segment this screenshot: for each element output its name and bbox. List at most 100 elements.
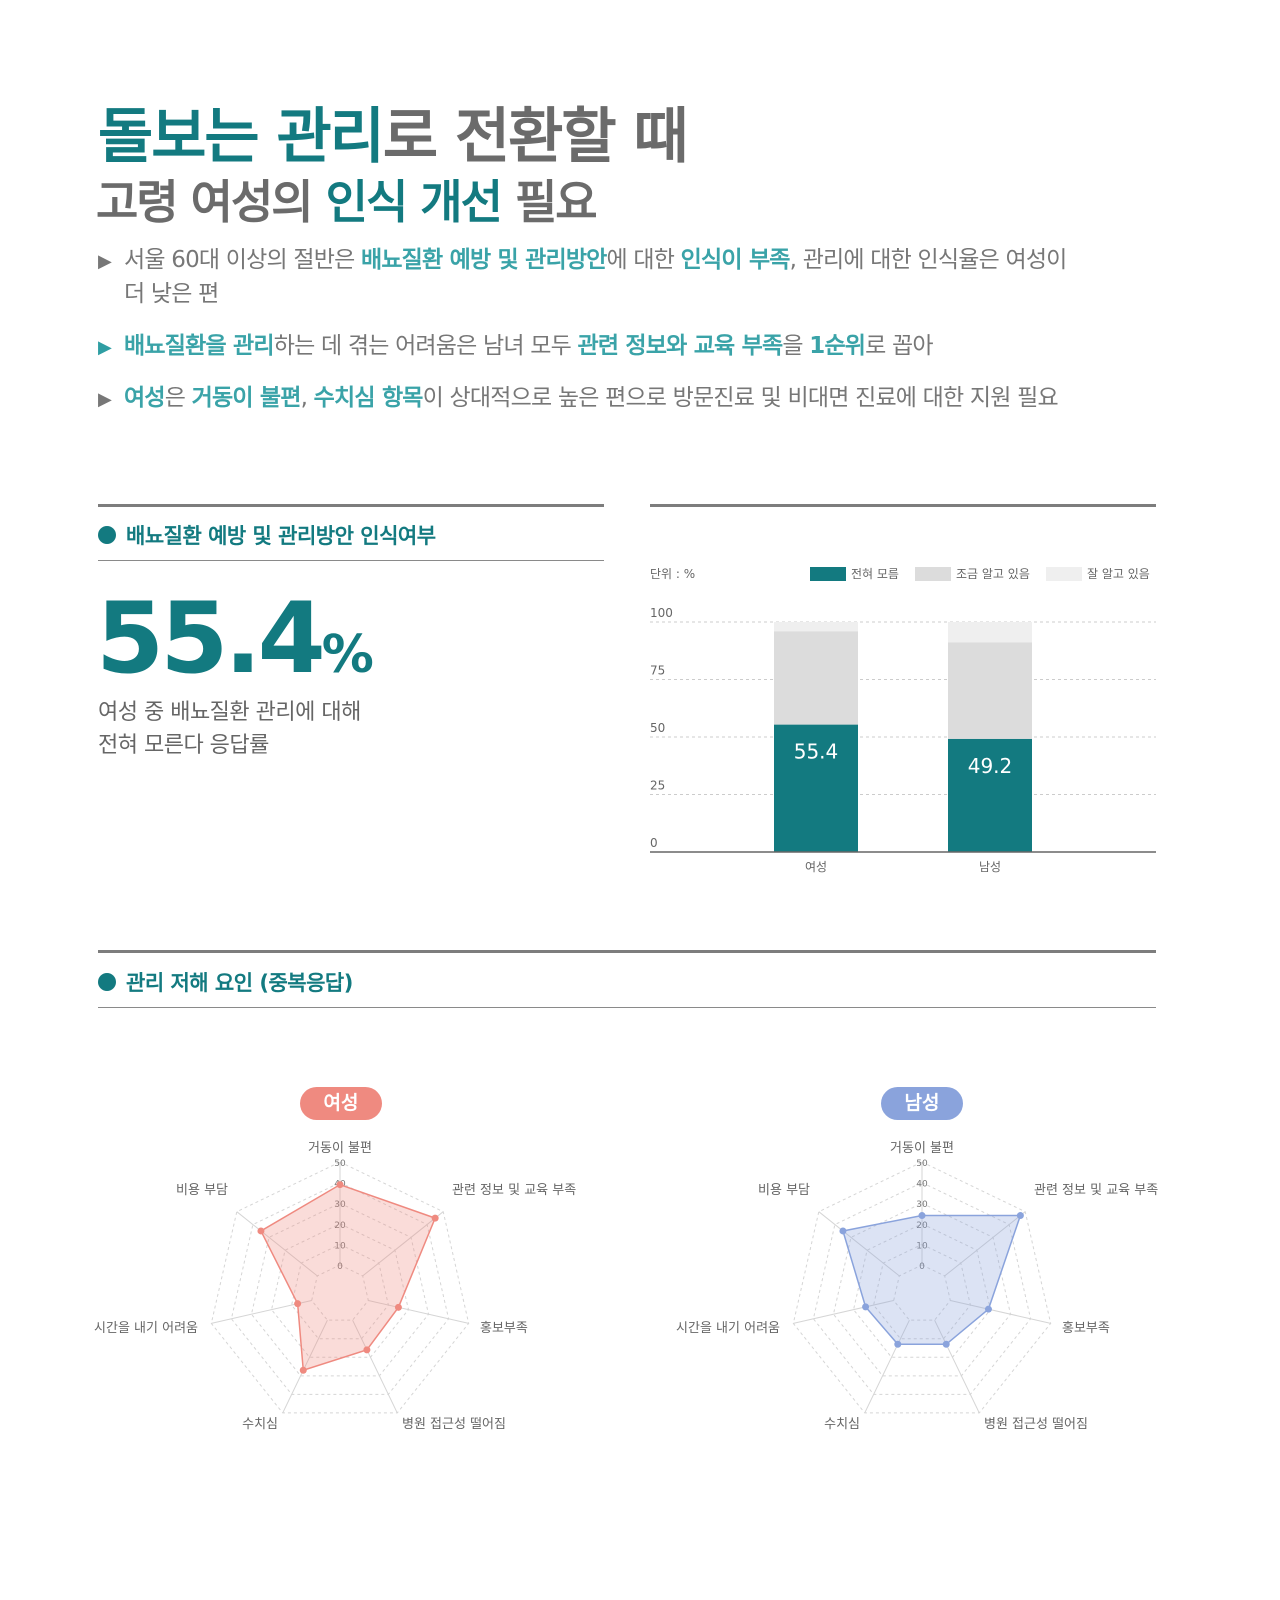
bullet-2-text-c: 로 꼽아 xyxy=(865,333,933,359)
bullet-1-line2: 더 낮은 편 xyxy=(124,281,219,307)
radar-axis-label-4: 수치심 xyxy=(824,1417,860,1432)
section2-top-rule xyxy=(98,950,1156,953)
radar-spoke-1 xyxy=(362,1211,444,1277)
big-stat-desc-line2: 전혀 모른다 응답률 xyxy=(98,733,269,758)
section1-title: 배뇨질환 예방 및 관리방안 인식여부 xyxy=(98,520,436,550)
radar-tick-label-50: 50 xyxy=(334,1159,346,1169)
triangle-bullet-icon: ▶ xyxy=(98,251,112,272)
bullet-2-highlight-b: 관련 정보와 교육 부족 xyxy=(577,333,783,359)
title1-highlight: 돌보는 관리 xyxy=(98,102,385,172)
y-tick-label-0: 0 xyxy=(650,836,658,850)
y-tick-label-25: 25 xyxy=(650,779,665,793)
bar-0-1 xyxy=(774,631,858,725)
radar-axis-label-3: 병원 접근성 떨어짐 xyxy=(402,1417,506,1432)
radar-axis-label-3: 병원 접근성 떨어짐 xyxy=(984,1417,1088,1432)
radar-point-4 xyxy=(894,1340,902,1348)
bullet-3-highlight-c: 수치심 항목 xyxy=(313,385,424,411)
radar-axis-label-6: 비용 부담 xyxy=(176,1183,228,1198)
bullet-1-highlight-a: 배뇨질환 예방 및 관리방안 xyxy=(360,247,607,273)
bullet-3-highlight-b: 거동이 불편 xyxy=(191,385,302,411)
legend-swatch-0 xyxy=(810,567,846,581)
stacked-bar-chart: 단위 : % 전혀 모름 조금 알고 있음 잘 알고 있음 0 25 50 75 100 55.4… xyxy=(650,567,1156,874)
section2-bottom-rule xyxy=(98,1007,1156,1008)
x-tick-label-0: 여성 xyxy=(805,860,827,874)
radar-ring-0 xyxy=(893,1264,951,1321)
radar-axis-label-0: 거동이 불편 xyxy=(890,1141,954,1156)
circle-bullet-icon xyxy=(98,526,116,544)
radar-axis-label-5: 시간을 내기 어려움 xyxy=(676,1321,780,1336)
big-stat-unit: % xyxy=(321,625,374,685)
radar-tick-label-0: 0 xyxy=(337,1262,343,1272)
radar-ring-50 xyxy=(210,1161,470,1414)
bar-data-label-1: 49.2 xyxy=(968,754,1013,778)
bullet-2-text-a: 하는 데 겪는 어려움은 남녀 모두 xyxy=(273,333,578,359)
legend-swatch-2 xyxy=(1046,567,1082,581)
radar-point-2 xyxy=(984,1305,992,1313)
radar-ring-40 xyxy=(230,1182,450,1395)
bullet-2-highlight-a: 배뇨질환을 관리 xyxy=(124,333,275,359)
radar-spoke-4 xyxy=(864,1319,910,1414)
bullet-3-text-b: , xyxy=(300,385,314,411)
radar-ring-30 xyxy=(832,1202,1012,1377)
bullet-2-text-b: 을 xyxy=(782,333,810,359)
radar-spoke-3 xyxy=(352,1319,398,1414)
section1-top-rule xyxy=(98,504,604,507)
bullet-1-highlight-b: 인식이 부족 xyxy=(680,247,791,273)
bullet-1: ▶ 서울 60대 이상의 절반은 배뇨질환 예방 및 관리방안에 대한 인식이 부… xyxy=(98,240,1067,274)
x-tick-label-1: 남성 xyxy=(979,860,1001,874)
radar-ring-10 xyxy=(291,1243,389,1340)
radar-point-4 xyxy=(299,1366,307,1374)
bullet-3: ▶ 여성은 거동이 불편, 수치심 항목이 상대적으로 높은 편으로 방문진료 및… xyxy=(98,378,1059,412)
y-tick-label-75: 75 xyxy=(650,664,665,678)
radar-tick-label-0: 0 xyxy=(919,1262,925,1272)
radar-spoke-3 xyxy=(934,1319,980,1414)
radar-point-6 xyxy=(257,1227,265,1235)
radar-ring-50 xyxy=(792,1161,1052,1414)
radar-data-area xyxy=(841,1214,1022,1346)
radar-axis-label-6: 비용 부담 xyxy=(758,1183,810,1198)
y-tick-label-50: 50 xyxy=(650,721,665,735)
radar-point-3 xyxy=(942,1340,950,1348)
radar-tick-label-10: 10 xyxy=(334,1241,346,1251)
radar-tick-label-20: 20 xyxy=(334,1221,346,1231)
main-title-line1: 돌보는 관리로 전환할 때 xyxy=(98,88,689,175)
bar-0-2 xyxy=(774,622,858,632)
radar-spoke-1 xyxy=(944,1211,1026,1277)
unit-label: 단위 : % xyxy=(650,567,695,581)
radar-ring-10 xyxy=(873,1243,971,1340)
bar-1-0 xyxy=(948,738,1032,852)
big-stat-value: 55.4 xyxy=(96,582,326,696)
radar-tick-label-30: 30 xyxy=(334,1200,346,1210)
radar-ring-0 xyxy=(311,1264,369,1321)
bullet-3-text-c: 이 상대적으로 높은 편으로 방문진료 및 비대면 진료에 대한 지원 필요 xyxy=(422,385,1059,411)
triangle-bullet-icon: ▶ xyxy=(98,337,112,358)
male-label-pill: 남성 xyxy=(881,1087,963,1120)
radar-spoke-2 xyxy=(950,1299,1051,1324)
radar-point-5 xyxy=(862,1303,870,1311)
title2-part1: 고령 여성의 xyxy=(96,175,326,229)
radar-tick-label-50: 50 xyxy=(916,1159,928,1169)
female-label-pill: 여성 xyxy=(300,1087,382,1120)
radar-tick-label-10: 10 xyxy=(916,1241,928,1251)
radar-point-3 xyxy=(363,1346,371,1354)
legend-label-2: 잘 알고 있음 xyxy=(1087,567,1150,581)
radar-axis-label-4: 수치심 xyxy=(242,1417,278,1432)
radar-point-0 xyxy=(336,1181,344,1189)
radar-point-6 xyxy=(839,1227,847,1235)
radar-point-2 xyxy=(394,1303,402,1311)
radar-data-area xyxy=(259,1183,437,1372)
radar-point-0 xyxy=(918,1212,926,1220)
radar-point-1 xyxy=(1016,1212,1024,1220)
radar-spoke-6 xyxy=(236,1211,318,1277)
radar-axis-label-0: 거동이 불편 xyxy=(308,1141,372,1156)
radar-point-5 xyxy=(294,1300,302,1308)
radar-tick-label-40: 40 xyxy=(916,1180,928,1190)
section1-bottom-rule xyxy=(98,560,604,561)
bar-0-0 xyxy=(774,724,858,852)
y-tick-label-100: 100 xyxy=(650,606,673,620)
section2-title: 관리 저해 요인 (중복응답) xyxy=(98,967,353,997)
radar-axis-label-2: 홍보부족 xyxy=(1062,1321,1110,1336)
legend-swatch-1 xyxy=(915,567,951,581)
bullet-3-highlight-a: 여성 xyxy=(124,385,166,411)
triangle-bullet-icon: ▶ xyxy=(98,389,112,410)
